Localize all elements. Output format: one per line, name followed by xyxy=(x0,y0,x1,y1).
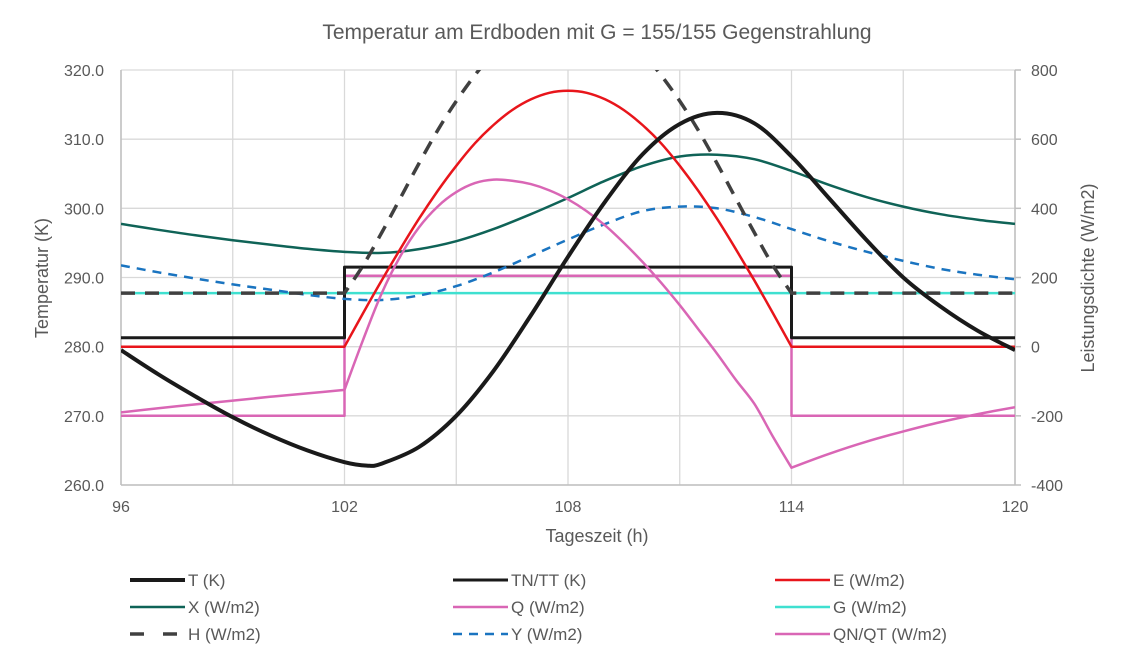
series-group xyxy=(121,70,1015,469)
y2-axis-ticks: -400 -200 0 200 400 600 800 xyxy=(1031,63,1063,495)
legend-label: H (W/m2) xyxy=(188,625,261,644)
legend-item: Q (W/m2) xyxy=(453,598,585,617)
y-tick-label: 260.0 xyxy=(64,478,104,495)
legend-item: G (W/m2) xyxy=(775,598,907,617)
legend-label: G (W/m2) xyxy=(833,598,907,617)
y2-tick-label: 800 xyxy=(1031,63,1058,80)
series-line-q-w-m2 xyxy=(121,178,1015,469)
y-tick-label: 280.0 xyxy=(64,340,104,357)
legend-item: E (W/m2) xyxy=(775,571,905,590)
y2-axis-title: Leistungsdichte (W/m2) xyxy=(1078,183,1098,372)
legend-item: QN/QT (W/m2) xyxy=(775,625,947,644)
chart-title: Temperatur am Erdboden mit G = 155/155 G… xyxy=(322,21,871,44)
legend-label: X (W/m2) xyxy=(188,598,260,617)
x-axis-ticks: 96 102 108 114 120 xyxy=(112,499,1028,516)
y2-tick-label: -200 xyxy=(1031,409,1063,426)
x-tick-label: 102 xyxy=(331,499,358,516)
y2-tick-label: -400 xyxy=(1031,478,1063,495)
y-tick-label: 320.0 xyxy=(64,63,104,80)
gridlines xyxy=(120,69,1021,486)
y-tick-label: 270.0 xyxy=(64,409,104,426)
legend-label: Y (W/m2) xyxy=(511,625,582,644)
y-tick-label: 290.0 xyxy=(64,271,104,288)
series-line-e-w-m2 xyxy=(121,89,1015,348)
y2-tick-label: 0 xyxy=(1031,340,1040,357)
series-line-t-k xyxy=(121,110,1015,468)
series-line-tn-tt-k xyxy=(121,265,1015,340)
series-line-h-w-m2 xyxy=(121,70,1015,295)
legend-item: TN/TT (K) xyxy=(453,571,586,590)
legend-label: QN/QT (W/m2) xyxy=(833,625,947,644)
legend-item: X (W/m2) xyxy=(130,598,260,617)
y2-tick-label: 600 xyxy=(1031,132,1058,149)
x-tick-label: 96 xyxy=(112,499,130,516)
legend-label: T (K) xyxy=(188,571,225,590)
series-line-qn-qt-w-m2 xyxy=(121,274,1015,418)
legend-label: TN/TT (K) xyxy=(511,571,586,590)
y-axis-ticks: 260.0 270.0 280.0 290.0 300.0 310.0 320.0 xyxy=(64,63,104,495)
x-axis-title: Tageszeit (h) xyxy=(545,526,648,546)
legend-item: H (W/m2) xyxy=(130,625,261,644)
series-line-y-w-m2 xyxy=(121,205,1015,302)
y-tick-label: 310.0 xyxy=(64,132,104,149)
y-tick-label: 300.0 xyxy=(64,201,104,218)
legend-label: Q (W/m2) xyxy=(511,598,585,617)
x-tick-label: 120 xyxy=(1002,499,1029,516)
legend: T (K) TN/TT (K) E (W/m2) X (W/m2) Q (W/m2) G … xyxy=(130,571,947,644)
legend-item: Y (W/m2) xyxy=(453,625,582,644)
y2-tick-label: 400 xyxy=(1031,201,1058,218)
y2-tick-label: 200 xyxy=(1031,271,1058,288)
legend-item: T (K) xyxy=(130,571,225,590)
x-tick-label: 114 xyxy=(779,499,805,516)
y-axis-title: Temperatur (K) xyxy=(32,218,52,338)
legend-label: E (W/m2) xyxy=(833,571,905,590)
x-tick-label: 108 xyxy=(555,499,582,516)
